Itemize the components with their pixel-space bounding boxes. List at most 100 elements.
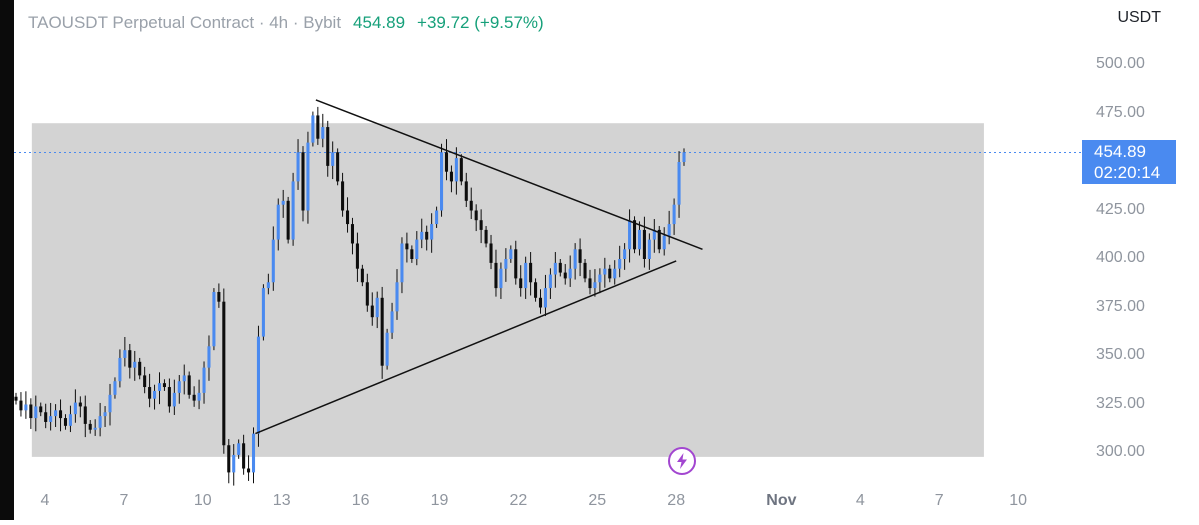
candle-up (306, 142, 310, 211)
candle-up (207, 346, 211, 368)
date-tick-label: 28 (667, 492, 686, 509)
candle-up (271, 239, 275, 283)
candle-up (623, 249, 627, 259)
date-tick-label: 7 (934, 492, 944, 509)
date-tick-label: 25 (588, 492, 607, 509)
candle-down (58, 410, 63, 419)
candle-up (375, 297, 379, 318)
candle-down (192, 394, 196, 401)
badge-countdown: 02:20:14 (1094, 163, 1161, 182)
candle-down (217, 291, 221, 302)
candle-down (484, 229, 488, 244)
candle-up (593, 282, 597, 289)
candle-up (672, 204, 676, 225)
candle-down (360, 268, 364, 283)
candle-up (202, 367, 206, 393)
candle-up (54, 410, 58, 417)
candle-down (588, 278, 592, 289)
candle-up (400, 243, 404, 283)
candle-up (108, 394, 112, 413)
candle-up (499, 268, 503, 289)
candle-down (187, 375, 191, 395)
candle-up (618, 259, 622, 269)
candle-up (291, 181, 295, 240)
candle-down (227, 445, 231, 473)
quote-currency-label[interactable]: USDT (1117, 9, 1161, 26)
candle-down (608, 268, 612, 279)
candle-up (652, 229, 656, 240)
price-tick-label: 300.00 (1096, 443, 1145, 460)
candle-down (405, 243, 409, 250)
badge-price: 454.89 (1094, 142, 1146, 161)
candle-up (628, 220, 632, 250)
candle-down (44, 412, 48, 422)
candle-down (63, 418, 68, 426)
candle-down (167, 387, 171, 407)
candle-up (440, 152, 444, 211)
candle-down (78, 402, 82, 407)
candle-down (529, 262, 533, 283)
candle-up (281, 200, 285, 205)
candle-down (350, 224, 355, 244)
candle-up (321, 127, 325, 139)
candle-down (341, 181, 345, 211)
candle-down (519, 278, 523, 289)
candle-down (469, 200, 473, 211)
candle-up (261, 288, 265, 337)
price-tick-label: 375.00 (1096, 297, 1145, 315)
date-tick-label: 4 (40, 492, 50, 509)
candle-down (242, 443, 246, 469)
candle-up (212, 291, 216, 347)
candle-down (88, 423, 92, 430)
candle-down (247, 468, 251, 473)
price-tick-label: 425.00 (1096, 200, 1145, 218)
candle-down (563, 272, 567, 279)
candle-down (370, 305, 374, 318)
candle-down (345, 210, 350, 225)
candle-down (222, 301, 226, 446)
candle-up (548, 274, 552, 289)
candle-down (474, 210, 478, 221)
candle-down (425, 231, 429, 240)
trendline-lower[interactable] (255, 260, 677, 435)
date-tick-label: 10 (1009, 492, 1027, 509)
date-tick-label: Nov (766, 492, 797, 509)
candle-down (657, 229, 661, 250)
candle-up (420, 231, 424, 240)
candle-down (138, 361, 142, 376)
candle-up (172, 392, 176, 407)
candle-up (603, 268, 607, 275)
candle-up (251, 433, 256, 473)
candle-up (647, 239, 651, 259)
candle-down (14, 396, 18, 401)
candle-up (395, 282, 399, 312)
candle-up (113, 381, 117, 395)
candle-down (19, 400, 23, 411)
candle-down (29, 404, 33, 419)
candle-up (435, 210, 439, 225)
candle-up (524, 262, 528, 289)
candle-up (153, 390, 157, 399)
last-price: 454.89 (353, 13, 406, 32)
candle-up (568, 268, 572, 279)
bolt-icon[interactable] (668, 447, 696, 475)
range-zone[interactable] (31, 123, 984, 457)
candle-up (667, 224, 671, 236)
candle-up (662, 235, 666, 250)
candle-down (642, 229, 646, 259)
trendline-upper[interactable] (315, 99, 703, 250)
symbol-title[interactable]: TAOUSDT Perpetual Contract · 4h · Bybit (28, 13, 342, 32)
candle-down (380, 297, 384, 366)
date-tick-label: 13 (272, 492, 291, 509)
candle-down (489, 243, 493, 263)
price-tick-label: 400.00 (1096, 249, 1145, 266)
candle-up (182, 375, 186, 382)
candle-down (444, 152, 449, 172)
candle-down (514, 249, 518, 279)
candle-up (93, 427, 97, 430)
candle-down (558, 262, 562, 273)
date-tick-label: 19 (430, 492, 449, 509)
candle-up (677, 162, 681, 205)
